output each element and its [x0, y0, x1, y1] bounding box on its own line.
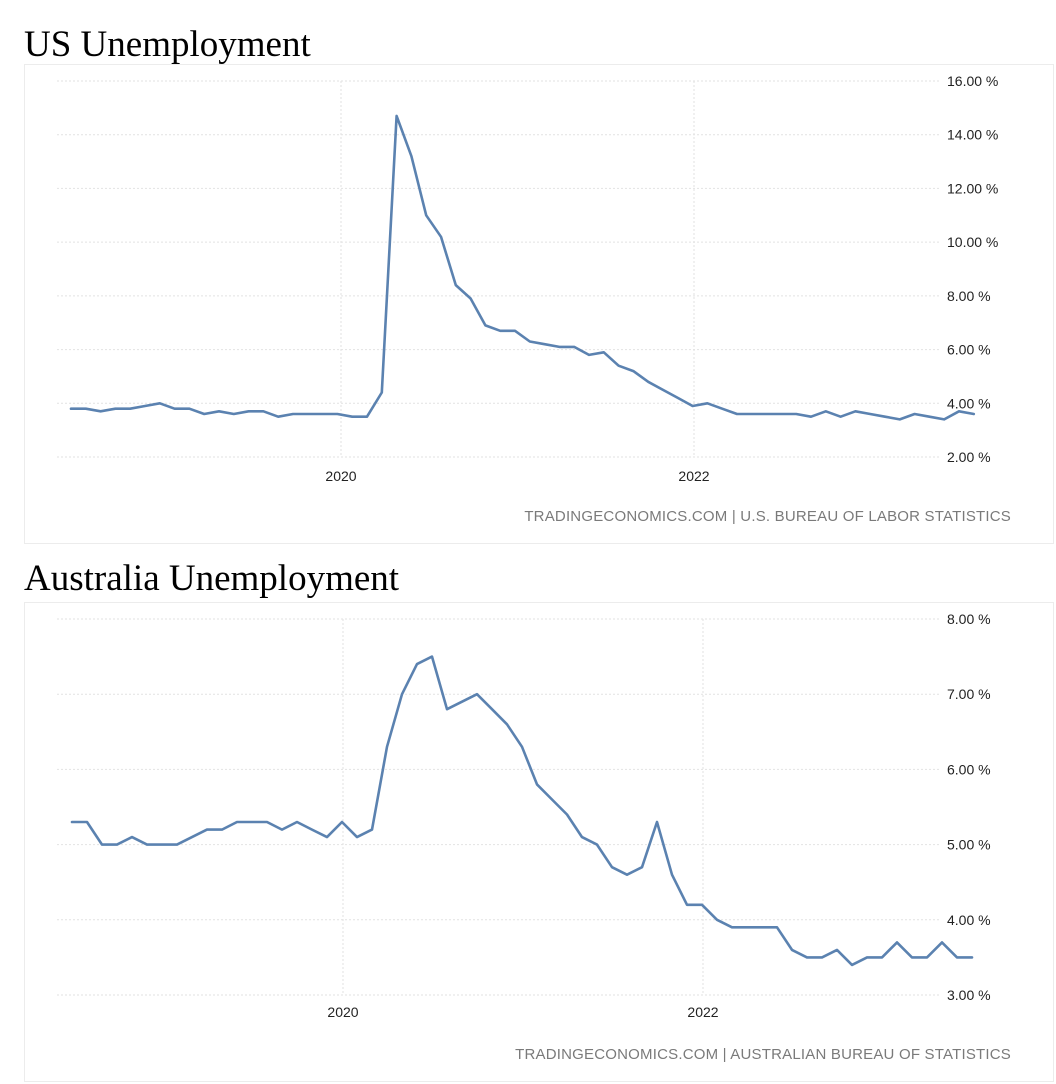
- au-series-line[interactable]: [70, 655, 974, 967]
- us-y-tick-label: 12.00 %: [947, 180, 998, 196]
- au-unemployment-chart: 8.00 % 7.00 % 6.00 % 5.00 % 4.00 % 3.00 % 2020…: [57, 611, 991, 1020]
- us-y-tick-label: 8.00 %: [947, 288, 991, 304]
- us-y-tick-label: 6.00 %: [947, 342, 991, 358]
- us-chart-panel: 16.00 % 14.00 % 12.00 % 10.00 % 8.00 % 6.00 %…: [24, 64, 1054, 544]
- us-y-tick-label: 4.00 %: [947, 395, 991, 411]
- us-chart-source[interactable]: TRADINGECONOMICS.COM | U.S. BUREAU OF LA…: [524, 508, 1011, 525]
- au-y-tick-label: 8.00 %: [947, 611, 991, 627]
- us-x-tick-label: 2020: [325, 468, 356, 484]
- au-x-tick-label: 2022: [687, 1004, 718, 1020]
- us-unemployment-chart: 16.00 % 14.00 % 12.00 % 10.00 % 8.00 % 6.00 %…: [57, 73, 998, 484]
- au-chart-panel: 8.00 % 7.00 % 6.00 % 5.00 % 4.00 % 3.00 % 2020…: [24, 602, 1054, 1082]
- au-chart-title: Australia Unemployment: [24, 558, 400, 599]
- au-y-tick-label: 4.00 %: [947, 912, 991, 928]
- us-y-tick-label: 16.00 %: [947, 73, 998, 89]
- au-y-tick-label: 5.00 %: [947, 837, 991, 853]
- au-x-tick-label: 2020: [327, 1004, 358, 1020]
- us-chart-title: US Unemployment: [24, 24, 311, 65]
- us-y-tick-label: 2.00 %: [947, 449, 991, 465]
- au-y-tick-label: 3.00 %: [947, 987, 991, 1003]
- au-chart-source[interactable]: TRADINGECONOMICS.COM | AUSTRALIAN BUREAU…: [515, 1046, 1011, 1063]
- au-y-tick-label: 7.00 %: [947, 686, 991, 702]
- us-y-tick-label: 10.00 %: [947, 234, 998, 250]
- us-y-tick-label: 14.00 %: [947, 127, 998, 143]
- us-series-line[interactable]: [69, 114, 976, 421]
- au-y-tick-label: 6.00 %: [947, 761, 991, 777]
- us-x-tick-label: 2022: [678, 468, 709, 484]
